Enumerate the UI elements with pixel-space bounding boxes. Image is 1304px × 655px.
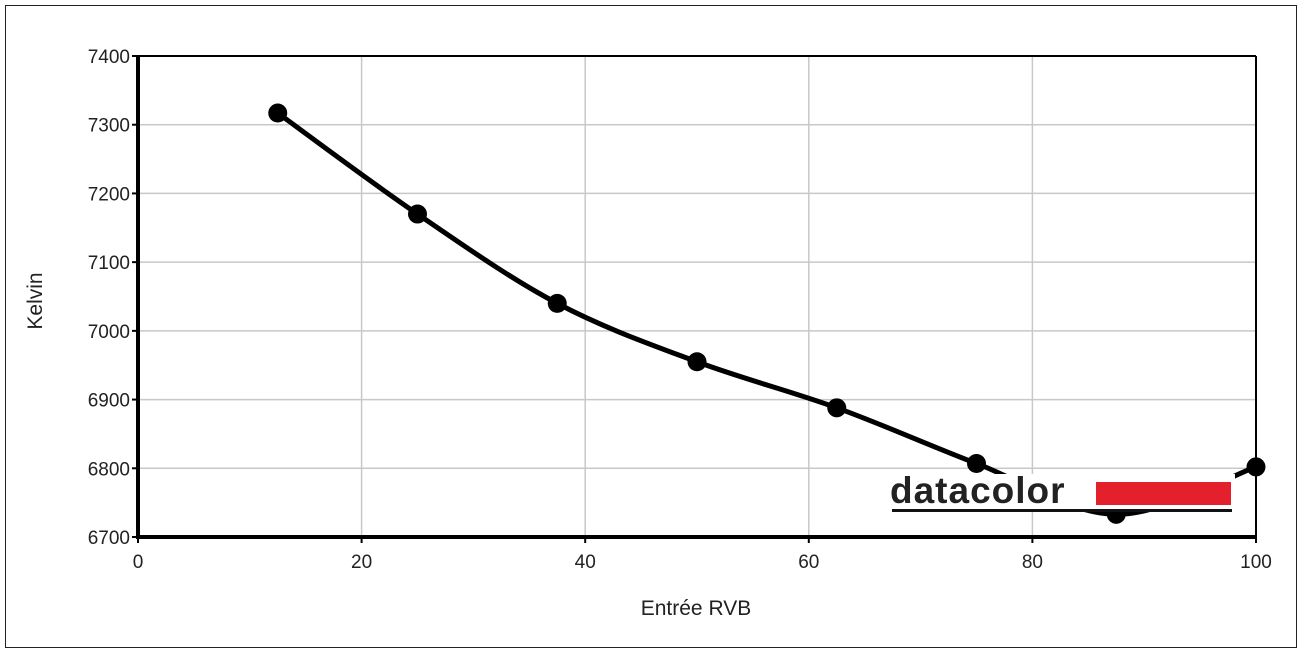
logo-underline xyxy=(892,509,1232,512)
x-tick-label: 0 xyxy=(133,552,144,573)
y-tick-label: 6700 xyxy=(88,528,130,549)
series-group xyxy=(268,103,1266,524)
x-axis-label: Entrée RVB xyxy=(641,597,752,620)
data-point xyxy=(1246,457,1266,477)
x-tick-label: 60 xyxy=(798,552,819,573)
data-point xyxy=(687,352,707,372)
axis-ticks: 0 20 40 60 80 100 6700 6800 6900 7000 7100 7200 7300… xyxy=(88,47,1272,573)
y-tick-label: 7300 xyxy=(88,116,130,137)
logo-red-bar xyxy=(1096,482,1231,505)
x-tick-label: 20 xyxy=(351,552,372,573)
x-tick-label: 80 xyxy=(1022,552,1043,573)
chart-frame: 0 20 40 60 80 100 6700 6800 6900 7000 7100 7200 7300… xyxy=(5,5,1297,648)
data-point xyxy=(547,293,567,313)
x-tick-label: 100 xyxy=(1240,552,1272,573)
y-tick-label: 7000 xyxy=(88,322,130,343)
grid-lines xyxy=(136,55,1257,539)
y-tick-label: 6900 xyxy=(88,391,130,412)
data-point xyxy=(827,398,847,418)
y-tick-label: 7200 xyxy=(88,184,130,205)
plot-area xyxy=(138,56,1256,537)
data-point xyxy=(408,204,427,224)
logo-wordmark: datacolor xyxy=(890,470,1066,511)
datacolor-logo: datacolor xyxy=(890,470,1235,512)
line-chart: 0 20 40 60 80 100 6700 6800 6900 7000 7100 7200 7300… xyxy=(24,47,1272,620)
y-tick-label: 6800 xyxy=(88,459,130,480)
x-tick-label: 40 xyxy=(575,552,596,573)
y-tick-label: 7100 xyxy=(88,253,130,274)
y-tick-label: 7400 xyxy=(88,47,130,68)
y-axis-label: Kelvin xyxy=(24,272,47,329)
data-point xyxy=(967,453,986,473)
data-point xyxy=(268,103,288,123)
